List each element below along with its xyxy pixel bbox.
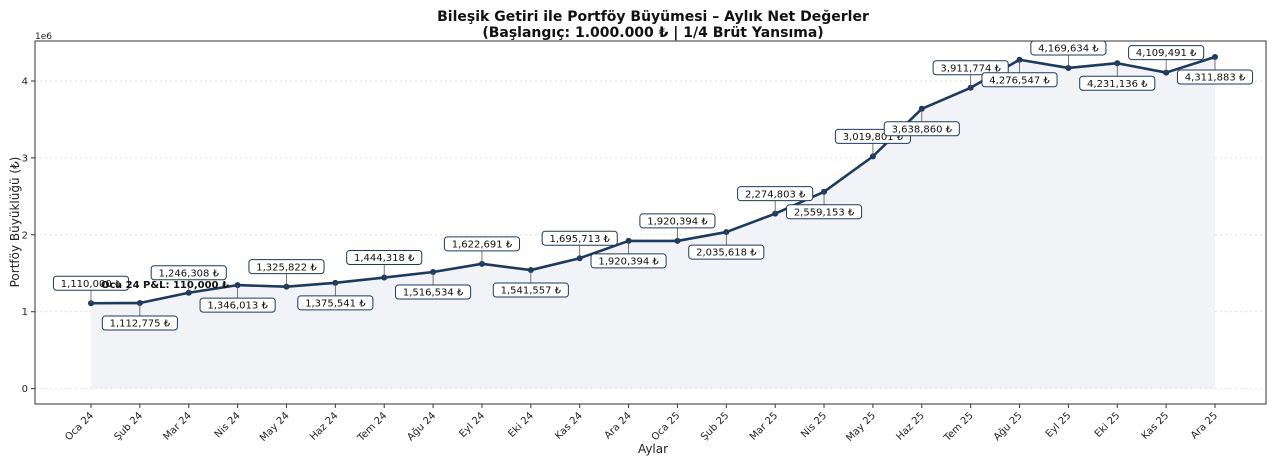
series-line [90, 55, 1216, 305]
data-label: 1,695,713 ₺ [549, 234, 610, 245]
x-tick-label: Oca 25 [650, 410, 683, 443]
x-tick-label: Haz 24 [308, 410, 340, 442]
data-label: 4,169,634 ₺ [1038, 44, 1099, 55]
plot-frame [34, 40, 1267, 405]
data-label: 1,516,534 ₺ [403, 288, 464, 299]
data-label: 1,346,013 ₺ [207, 301, 268, 312]
data-label: 4,231,136 ₺ [1087, 79, 1148, 90]
data-label: 1,246,308 ₺ [159, 268, 220, 279]
x-tick-label: Kas 25 [1140, 410, 1172, 442]
data-label: 1,622,691 ₺ [452, 239, 513, 250]
x-tick-label: Ağu 25 [991, 410, 1025, 444]
data-label-box [590, 253, 667, 269]
y-tick-label: 3 [22, 153, 28, 164]
data-label: 1,920,394 ₺ [647, 217, 708, 228]
x-tick-label: Tem 25 [942, 410, 976, 444]
data-label: 1,325,822 ₺ [256, 262, 317, 273]
data-label-box [492, 282, 569, 298]
data-label-box [541, 230, 618, 246]
x-tick-label: Haz 25 [895, 410, 927, 442]
data-label: 1,112,775 ₺ [110, 319, 171, 330]
x-tick-label: Nis 24 [213, 410, 243, 440]
data-label-box [199, 297, 276, 313]
x-tick-label: Eyl 25 [1044, 410, 1074, 440]
y-axis-label: Portföy Büyüklüğü (₺) [8, 157, 22, 288]
x-tick-label: May 24 [258, 410, 292, 444]
data-label: 1,110,000 ₺ [61, 279, 122, 290]
data-label: 3,019,801 ₺ [843, 132, 904, 143]
data-label-box [1176, 69, 1254, 85]
data-label: 2,274,803 ₺ [745, 189, 806, 200]
data-label: 2,035,618 ₺ [696, 248, 757, 259]
data-label-box [101, 315, 178, 331]
x-axis-label: Aylar [638, 442, 668, 456]
data-label-box [346, 250, 423, 266]
data-label-box [737, 186, 814, 202]
data-label-box [785, 204, 863, 220]
data-label: 4,311,883 ₺ [1185, 73, 1246, 84]
y-tick-label: 2 [22, 230, 28, 241]
data-label: 4,276,547 ₺ [989, 75, 1050, 86]
data-label: 4,109,491 ₺ [1136, 48, 1197, 59]
x-tick-label: Mar 24 [161, 410, 193, 442]
data-label-box [883, 121, 960, 137]
data-label-layer: 1,110,000 ₺ 1,112,775 ₺ 1,246,308 ₺ 1,346,0… [52, 40, 1254, 331]
data-label-box [639, 213, 716, 229]
data-label: 2,559,153 ₺ [794, 207, 855, 218]
data-label: 3,638,860 ₺ [892, 124, 953, 135]
x-tick-label: Şub 25 [699, 410, 731, 442]
x-tick-label: Eyl 24 [457, 410, 487, 440]
data-label-box [52, 275, 130, 291]
data-label-box [297, 295, 374, 311]
data-label-box [395, 284, 472, 300]
data-label-box [1128, 45, 1205, 61]
x-tick-label: Mar 25 [748, 410, 780, 442]
data-label-box [981, 72, 1058, 88]
x-tick-label: Nis 25 [799, 410, 829, 440]
x-tick-label: Kas 24 [553, 410, 585, 442]
data-label: 1,541,557 ₺ [501, 286, 562, 297]
data-label: 3,911,774 ₺ [940, 63, 1001, 74]
y-tick-label: 0 [22, 384, 28, 395]
x-tick-label: Eki 25 [1093, 410, 1123, 440]
pnl-annotation: Oca 24 P&L: 110,000 ₺ [101, 280, 229, 291]
data-label-box [248, 259, 325, 275]
data-label: 1,444,318 ₺ [354, 253, 415, 264]
data-label-box [150, 265, 227, 281]
data-label-box [443, 236, 521, 252]
x-tick-label: Ağu 24 [405, 410, 439, 444]
data-label: 1,375,541 ₺ [305, 298, 366, 309]
x-tick-label: Şub 24 [113, 410, 145, 442]
y-tick-label: 4 [22, 76, 28, 87]
y-tick-label: 1 [22, 307, 28, 318]
data-label: 1,920,394 ₺ [598, 257, 659, 268]
x-tick-label: Eki 24 [506, 410, 536, 440]
data-label-box [932, 60, 1009, 76]
chart-title-line1: Bileşik Getiri ile Portföy Büyümesi – Ay… [437, 9, 869, 25]
x-tick-label: Tem 24 [355, 410, 389, 444]
x-tick-label: Ara 24 [603, 410, 634, 441]
chart-title-line2: (Başlangıç: 1.000.000 ₺ | 1/4 Brüt Yansı… [482, 25, 823, 41]
data-label-box [1079, 75, 1156, 91]
y-offset-label: 1e6 [35, 32, 52, 42]
x-tick-label: Ara 25 [1189, 410, 1220, 441]
x-tick-label: May 25 [844, 410, 878, 444]
x-tick-label: Oca 24 [63, 410, 96, 443]
data-label-box [688, 244, 765, 260]
